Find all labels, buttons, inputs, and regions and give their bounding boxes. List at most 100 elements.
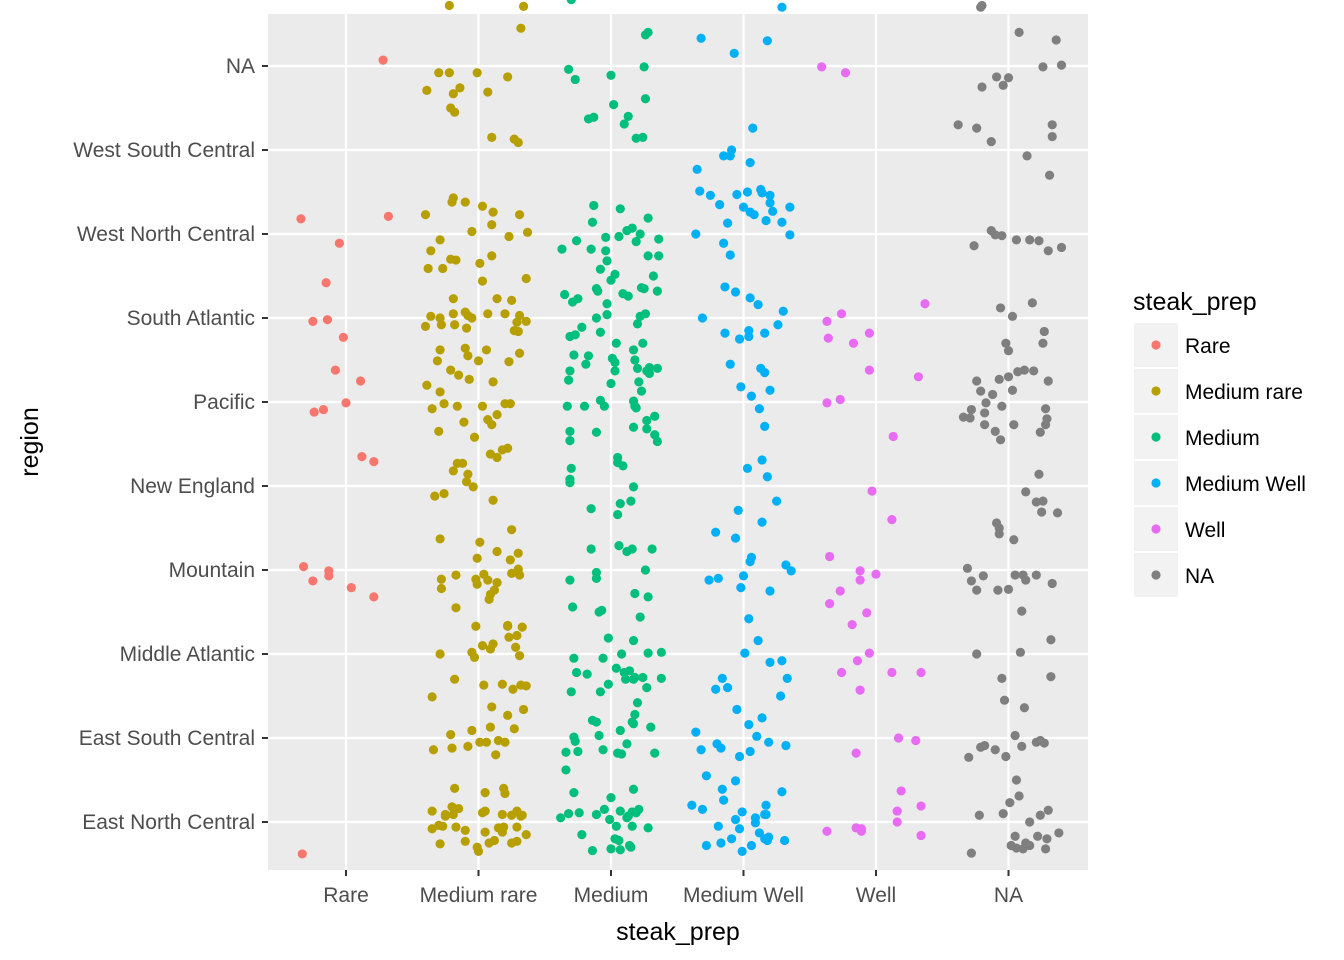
data-point — [750, 818, 761, 828]
data-point — [627, 821, 637, 831]
data-point — [835, 586, 845, 596]
data-point — [760, 421, 770, 431]
data-point — [761, 809, 771, 820]
data-point — [1003, 346, 1014, 356]
legend-label: Medium rare — [1185, 381, 1303, 404]
data-point — [513, 137, 523, 148]
data-point — [472, 842, 482, 852]
data-point — [581, 359, 591, 369]
data-point — [825, 551, 835, 562]
data-point — [450, 674, 460, 684]
data-point — [781, 560, 791, 570]
data-point — [570, 74, 580, 85]
data-point — [460, 197, 470, 207]
data-point — [847, 620, 857, 630]
data-point — [777, 787, 787, 797]
data-point — [432, 356, 443, 366]
data-point — [822, 398, 832, 408]
data-point — [630, 355, 640, 365]
data-point — [999, 695, 1010, 705]
data-point — [1013, 367, 1023, 377]
data-point — [491, 750, 501, 760]
y-tick-label: NA — [226, 55, 255, 78]
data-point — [1056, 60, 1067, 70]
data-point — [887, 515, 897, 525]
data-point — [994, 523, 1004, 533]
data-point — [481, 345, 492, 355]
data-point — [602, 299, 612, 309]
data-point — [467, 313, 477, 323]
data-point — [723, 218, 733, 228]
data-point — [764, 832, 774, 842]
legend-label: NA — [1185, 565, 1214, 588]
data-point — [487, 132, 497, 142]
data-point — [738, 571, 749, 581]
data-point — [746, 391, 757, 401]
data-point — [444, 0, 454, 11]
data-point — [602, 256, 612, 266]
data-point — [1001, 338, 1011, 348]
data-point — [754, 828, 765, 838]
data-point — [483, 309, 493, 319]
data-point — [981, 398, 991, 408]
data-point — [452, 458, 462, 468]
data-point — [636, 386, 647, 396]
data-point — [761, 215, 771, 226]
data-point — [615, 499, 625, 509]
data-point — [455, 83, 465, 93]
data-point — [463, 469, 473, 479]
data-point — [1025, 817, 1035, 827]
data-point — [488, 207, 498, 217]
data-point — [628, 719, 639, 729]
data-point — [1033, 831, 1043, 841]
data-point — [369, 457, 379, 467]
data-point — [565, 436, 575, 446]
data-point — [836, 309, 847, 319]
data-point — [420, 210, 431, 220]
data-point — [586, 544, 596, 554]
data-point — [518, 704, 529, 715]
data-point — [447, 197, 457, 207]
data-point — [583, 114, 594, 124]
data-point — [893, 733, 904, 743]
data-point — [632, 363, 643, 373]
data-point — [507, 568, 517, 578]
data-point — [1015, 647, 1026, 657]
data-point — [628, 482, 639, 492]
data-point — [309, 407, 319, 417]
data-point — [864, 648, 874, 658]
data-point — [475, 737, 485, 747]
data-point — [435, 387, 445, 397]
legend: steak_prep Rare Medium rare Medium Medium W… — [1133, 288, 1306, 597]
data-point — [705, 190, 715, 200]
data-point — [1047, 131, 1057, 142]
data-point — [1014, 791, 1024, 801]
data-point — [896, 786, 906, 796]
data-point — [434, 426, 444, 436]
data-point — [567, 602, 578, 612]
data-point — [467, 226, 477, 237]
data-point — [825, 599, 835, 609]
data-point — [701, 840, 712, 851]
data-point — [640, 309, 651, 319]
data-point — [742, 187, 753, 197]
data-point — [566, 463, 576, 473]
data-point — [635, 612, 645, 622]
data-point — [485, 644, 496, 654]
y-tick-label: Pacific — [193, 391, 255, 414]
data-point — [781, 740, 791, 751]
data-point — [487, 420, 497, 430]
data-point — [913, 372, 924, 382]
major-gridlines — [268, 14, 1088, 870]
data-point — [579, 401, 590, 411]
data-point — [892, 817, 902, 827]
data-point — [730, 287, 741, 297]
data-point — [855, 566, 865, 576]
data-point — [471, 621, 481, 631]
data-point — [916, 830, 926, 841]
data-point — [697, 313, 708, 323]
data-point — [1010, 831, 1020, 841]
data-point — [439, 399, 449, 409]
data-point — [450, 107, 460, 117]
data-point — [609, 100, 619, 110]
